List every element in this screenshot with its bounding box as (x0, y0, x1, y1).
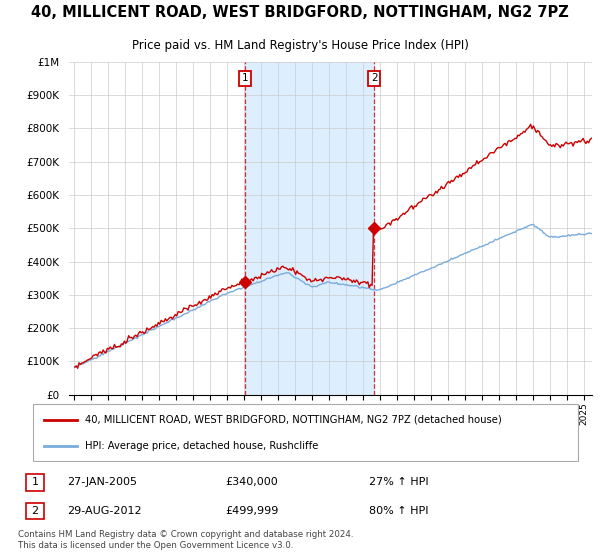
Text: 27% ↑ HPI: 27% ↑ HPI (369, 477, 429, 487)
Text: 40, MILLICENT ROAD, WEST BRIDGFORD, NOTTINGHAM, NG2 7PZ: 40, MILLICENT ROAD, WEST BRIDGFORD, NOTT… (31, 6, 569, 20)
Text: 80% ↑ HPI: 80% ↑ HPI (369, 506, 428, 516)
FancyBboxPatch shape (26, 474, 44, 491)
Text: HPI: Average price, detached house, Rushcliffe: HPI: Average price, detached house, Rush… (85, 441, 319, 451)
Text: 1: 1 (32, 477, 38, 487)
Text: 1: 1 (242, 73, 248, 83)
Text: 27-JAN-2005: 27-JAN-2005 (67, 477, 137, 487)
Text: 2: 2 (31, 506, 38, 516)
FancyBboxPatch shape (26, 503, 44, 519)
Text: Price paid vs. HM Land Registry's House Price Index (HPI): Price paid vs. HM Land Registry's House … (131, 39, 469, 53)
Bar (245, 62, 374, 395)
Text: 2: 2 (371, 73, 377, 83)
Text: 29-AUG-2012: 29-AUG-2012 (67, 506, 142, 516)
Text: 40, MILLICENT ROAD, WEST BRIDGFORD, NOTTINGHAM, NG2 7PZ (detached house): 40, MILLICENT ROAD, WEST BRIDGFORD, NOTT… (85, 414, 502, 424)
FancyBboxPatch shape (33, 404, 578, 461)
Text: £340,000: £340,000 (225, 477, 278, 487)
Text: Contains HM Land Registry data © Crown copyright and database right 2024.
This d: Contains HM Land Registry data © Crown c… (18, 530, 353, 550)
Text: £499,999: £499,999 (225, 506, 278, 516)
